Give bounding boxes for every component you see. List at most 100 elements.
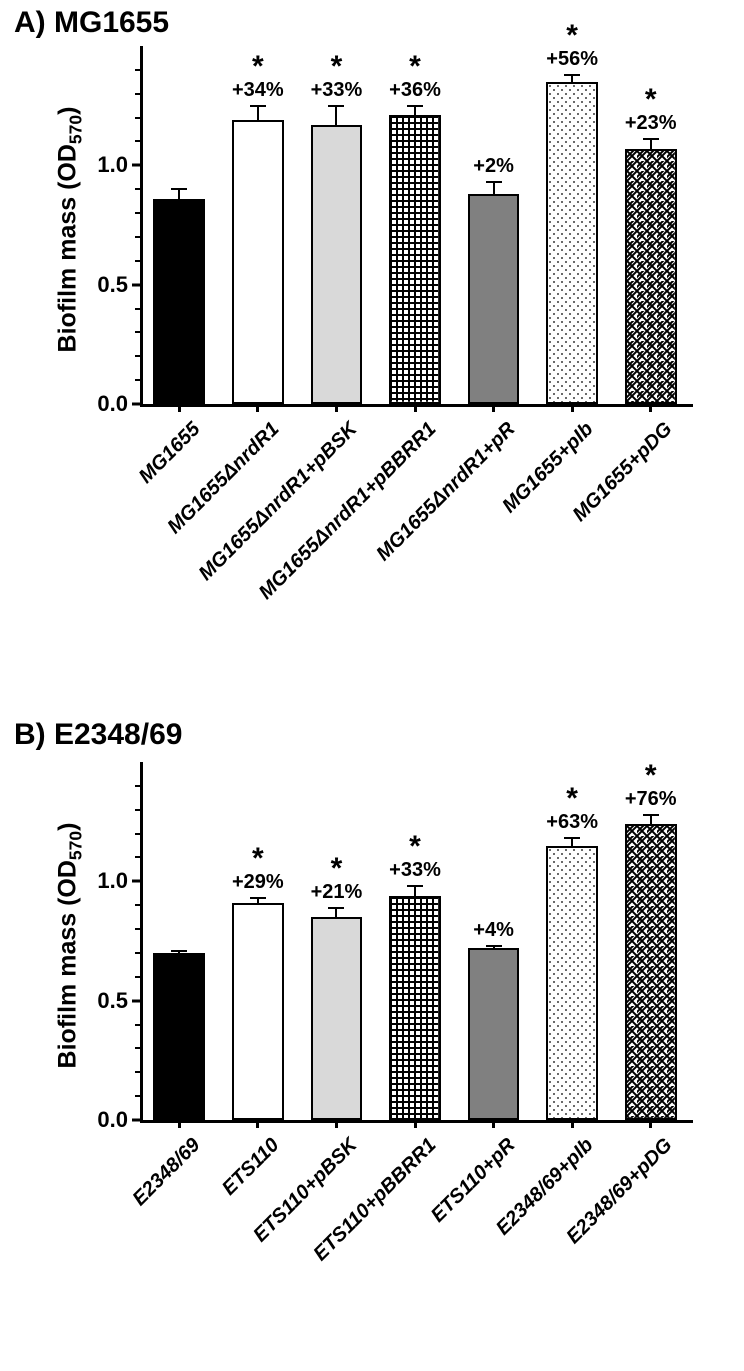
xtick-mark [649, 1120, 652, 1128]
bar [153, 199, 205, 404]
ytick-minor [135, 93, 140, 95]
error-cap [328, 907, 344, 909]
y-axis-label: Biofilm mass (OD570) [54, 50, 87, 408]
ytick-minor [135, 1024, 140, 1026]
bar [468, 948, 520, 1120]
bar-annotation: *+76% [611, 765, 691, 811]
bar [625, 149, 677, 404]
ytick-minor [135, 809, 140, 811]
bar-annotation: *+21% [296, 858, 376, 904]
bar [468, 194, 520, 404]
ytick-minor [135, 236, 140, 238]
error-cap [643, 138, 659, 140]
ytick-major [132, 1119, 140, 1122]
ytick-minor [135, 952, 140, 954]
bar [389, 115, 441, 404]
bar [546, 82, 598, 404]
error-bar [335, 908, 337, 918]
ytick-minor [135, 331, 140, 333]
bar-annotation: *+29% [218, 848, 298, 894]
bar [232, 903, 284, 1120]
error-bar [257, 106, 259, 120]
ytick-minor [135, 117, 140, 119]
error-bar [335, 106, 337, 125]
error-cap [328, 105, 344, 107]
bar [625, 824, 677, 1120]
ytick-minor [135, 260, 140, 262]
bar [232, 120, 284, 404]
bar [546, 846, 598, 1120]
bar [389, 896, 441, 1120]
bar [153, 953, 205, 1120]
error-bar [178, 189, 180, 199]
ytick-minor [135, 379, 140, 381]
error-cap [486, 945, 502, 947]
error-bar [650, 139, 652, 149]
xtick-mark [492, 404, 495, 412]
xtick-mark [414, 404, 417, 412]
ytick-major [132, 283, 140, 286]
chart-B: 0.00.51.0Biofilm mass (OD570)E2348/69*+2… [140, 762, 690, 1120]
ytick-label: 0.5 [97, 272, 128, 298]
panel-title-B: B) E2348/69 [14, 718, 182, 752]
error-cap [171, 188, 187, 190]
bar-annotation: +2% [454, 155, 534, 178]
ytick-minor [135, 140, 140, 142]
error-cap [171, 950, 187, 952]
error-cap [564, 74, 580, 76]
ytick-minor [135, 355, 140, 357]
bar-annotation: *+34% [218, 56, 298, 102]
ytick-minor [135, 833, 140, 835]
ytick-minor [135, 69, 140, 71]
ytick-label: 1.0 [97, 868, 128, 894]
error-bar [571, 75, 573, 82]
bar-annotation: *+36% [375, 56, 455, 102]
ytick-minor [135, 928, 140, 930]
figure-root: A) MG1655 0.00.51.0Biofilm mass (OD570)MG… [0, 0, 744, 1371]
ytick-minor [135, 856, 140, 858]
ytick-label: 0.5 [97, 988, 128, 1014]
ytick-minor [135, 785, 140, 787]
xtick-mark [335, 404, 338, 412]
error-bar [493, 182, 495, 194]
error-cap [407, 105, 423, 107]
bar-annotation: *+33% [296, 56, 376, 102]
ytick-major [132, 164, 140, 167]
ytick-minor [135, 1071, 140, 1073]
xtick-mark [571, 1120, 574, 1128]
chart-A: 0.00.51.0Biofilm mass (OD570)MG1655*+34%… [140, 46, 690, 404]
ytick-major [132, 999, 140, 1002]
xtick-mark [178, 404, 181, 412]
bar-annotation: *+23% [611, 89, 691, 135]
bar [311, 917, 363, 1120]
ytick-minor [135, 1095, 140, 1097]
ytick-minor [135, 904, 140, 906]
ytick-minor [135, 976, 140, 978]
error-cap [486, 181, 502, 183]
error-cap [250, 105, 266, 107]
bar [311, 125, 363, 404]
xtick-mark [649, 404, 652, 412]
error-cap [407, 885, 423, 887]
xtick-mark [256, 1120, 259, 1128]
xtick-mark [571, 404, 574, 412]
panel-title-A: A) MG1655 [14, 6, 169, 40]
xtick-mark [178, 1120, 181, 1128]
ytick-major [132, 880, 140, 883]
bar-annotation: *+33% [375, 836, 455, 882]
error-bar [414, 886, 416, 896]
ytick-label: 1.0 [97, 152, 128, 178]
error-cap [250, 897, 266, 899]
error-cap [643, 814, 659, 816]
ytick-minor [135, 308, 140, 310]
error-bar [650, 815, 652, 825]
bar-annotation: +4% [454, 919, 534, 942]
ytick-minor [135, 1047, 140, 1049]
xtick-mark [256, 404, 259, 412]
ytick-label: 0.0 [97, 391, 128, 417]
ytick-label: 0.0 [97, 1107, 128, 1133]
error-bar [571, 838, 573, 845]
ytick-major [132, 403, 140, 406]
bar-annotation: *+56% [532, 25, 612, 71]
xtick-mark [335, 1120, 338, 1128]
